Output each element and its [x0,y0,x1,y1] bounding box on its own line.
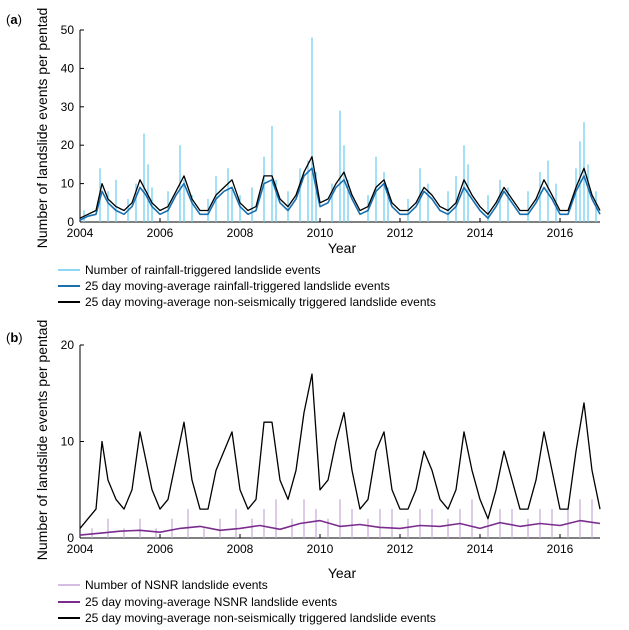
x-tick-label-b: 2006 [147,542,174,556]
y-tick-label-b: 20 [61,338,75,352]
y-tick-label-a: 50 [61,23,75,37]
y-tick-label-a: 40 [61,61,75,75]
x-tick-label-b: 2014 [467,542,494,556]
panel-b: (b) 0 10 20 2004 2006 2008 2010 2012 2014 2016 Nu… [6,320,601,625]
legend-a: Number of rainfall-triggered landslide e… [58,263,436,309]
x-tick-label-a: 2014 [467,226,494,240]
x-tick-label-a: 2004 [67,226,94,240]
y-tick-label-a: 30 [61,100,75,114]
x-axis-title-a: Year [328,240,357,256]
panel-b-label: (b) [6,330,23,345]
legend-b-label-2: 25 day moving-average non-seismically tr… [85,611,436,625]
y-tick-label-b: 10 [61,435,75,449]
x-tick-label-a: 2010 [307,226,334,240]
series-line-b-2 [79,373,601,529]
legend-b-label-0: Number of NSNR landslide events [85,578,268,592]
y-tick-label-a: 20 [61,138,75,152]
panel-a-label: (a) [6,12,22,27]
x-tick-label-b: 2016 [547,542,574,556]
legend-b-label-1: 25 day moving-average NSNR landslide eve… [85,595,337,609]
x-tick-label-a: 2012 [387,226,414,240]
plot-area-b: 0 10 20 2004 2006 2008 2010 2012 2014 2016 [61,338,601,556]
y-axis-title-a: Number of landslide events per pentad [34,8,50,248]
series-line-a-2 [79,156,601,219]
series-line-b-1 [79,519,601,536]
x-tick-label-a: 2008 [227,226,254,240]
plot-area-a: 0 10 20 30 40 50 2004 2006 2008 2010 2012 2014 2016 [61,23,601,240]
x-axis-title-b: Year [328,565,357,581]
x-tick-label-a: 2006 [147,226,174,240]
x-tick-label-a: 2016 [547,226,574,240]
x-tick-label-b: 2010 [307,542,334,556]
y-tick-label-a: 0 [67,215,74,229]
x-tick-label-b: 2012 [387,542,414,556]
panel-a: (a) 0 10 20 30 40 50 2004 2006 2008 2010 2012 2014 2… [6,8,601,309]
legend-b: Number of NSNR landslide events 25 day m… [58,578,436,625]
series-line-a-1 [79,167,601,221]
y-axis-title-b: Number of landslide events per pentad [34,320,50,560]
y-tick-label-a: 10 [61,177,75,191]
legend-a-label-1: 25 day moving-average rainfall-triggered… [85,279,390,293]
y-tick-label-b: 0 [67,531,74,545]
legend-a-label-0: Number of rainfall-triggered landslide e… [85,263,320,277]
x-tick-label-b: 2008 [227,542,254,556]
legend-a-label-2: 25 day moving-average non-seismically tr… [85,295,436,309]
x-tick-label-b: 2004 [67,542,94,556]
